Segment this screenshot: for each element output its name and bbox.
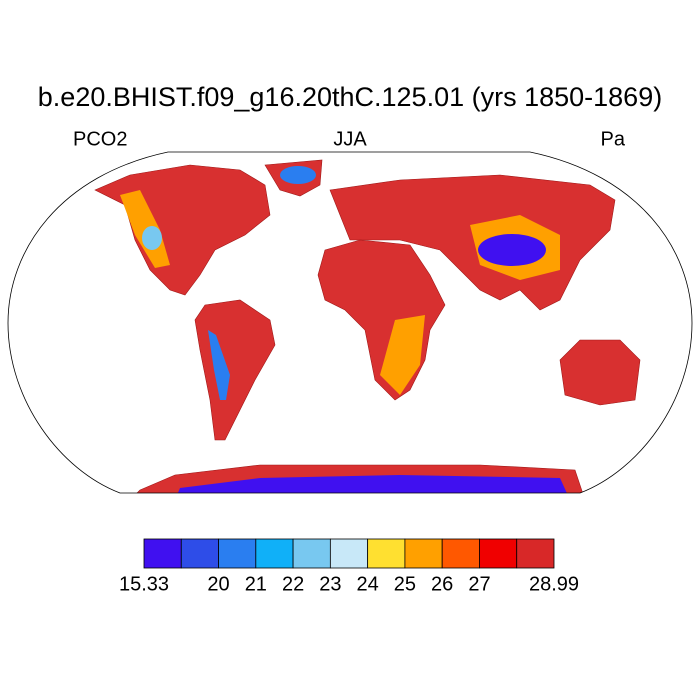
colorbar-box: [479, 538, 518, 569]
colorbar-box: [180, 538, 219, 569]
colorbar: 15.33 20 21 22 23 24 25 26 27 28.99: [119, 538, 579, 595]
colorbar-label: 24: [357, 573, 379, 595]
title: b.e20.BHIST.f09_g16.20thC.125.01 (yrs 18…: [38, 82, 662, 112]
colorbar-label: 23: [319, 573, 341, 595]
colorbar-label: 21: [245, 573, 267, 595]
colorbar-box: [329, 538, 369, 569]
colorbar-label: 28.99: [529, 573, 579, 595]
colorbar-box: [516, 538, 555, 569]
colorbar-label: 22: [282, 573, 304, 595]
colorbar-label: 25: [394, 573, 416, 595]
highland: [142, 226, 162, 250]
antarctic-plateau: [175, 475, 570, 493]
map: [94, 159, 641, 493]
colorbar-box: [404, 538, 443, 569]
colorbar-label: 27: [468, 573, 490, 595]
colorbar-label: 26: [431, 573, 453, 595]
colorbar-label: 20: [207, 573, 229, 595]
tibet: [478, 234, 546, 266]
colorbar-label: 15.33: [119, 573, 169, 595]
colorbar-box: [441, 538, 480, 569]
ice-sheet: [280, 166, 316, 184]
season-label: JJA: [333, 128, 367, 150]
eurasia: [329, 174, 616, 311]
colorbar-box: [218, 538, 257, 569]
north-america: [94, 164, 271, 296]
colorbar-box: [367, 538, 406, 569]
colorbar-box: [255, 538, 294, 569]
andes: [208, 330, 230, 400]
australia: [559, 339, 641, 406]
colorbar-box: [292, 538, 331, 569]
rockies: [120, 190, 170, 268]
south-america: [194, 299, 276, 441]
variable-label: PCO2: [73, 128, 127, 150]
east-africa: [380, 315, 425, 395]
units-label: Pa: [601, 128, 626, 150]
colorbar-box: [143, 538, 182, 569]
map-outline: [7, 151, 693, 494]
